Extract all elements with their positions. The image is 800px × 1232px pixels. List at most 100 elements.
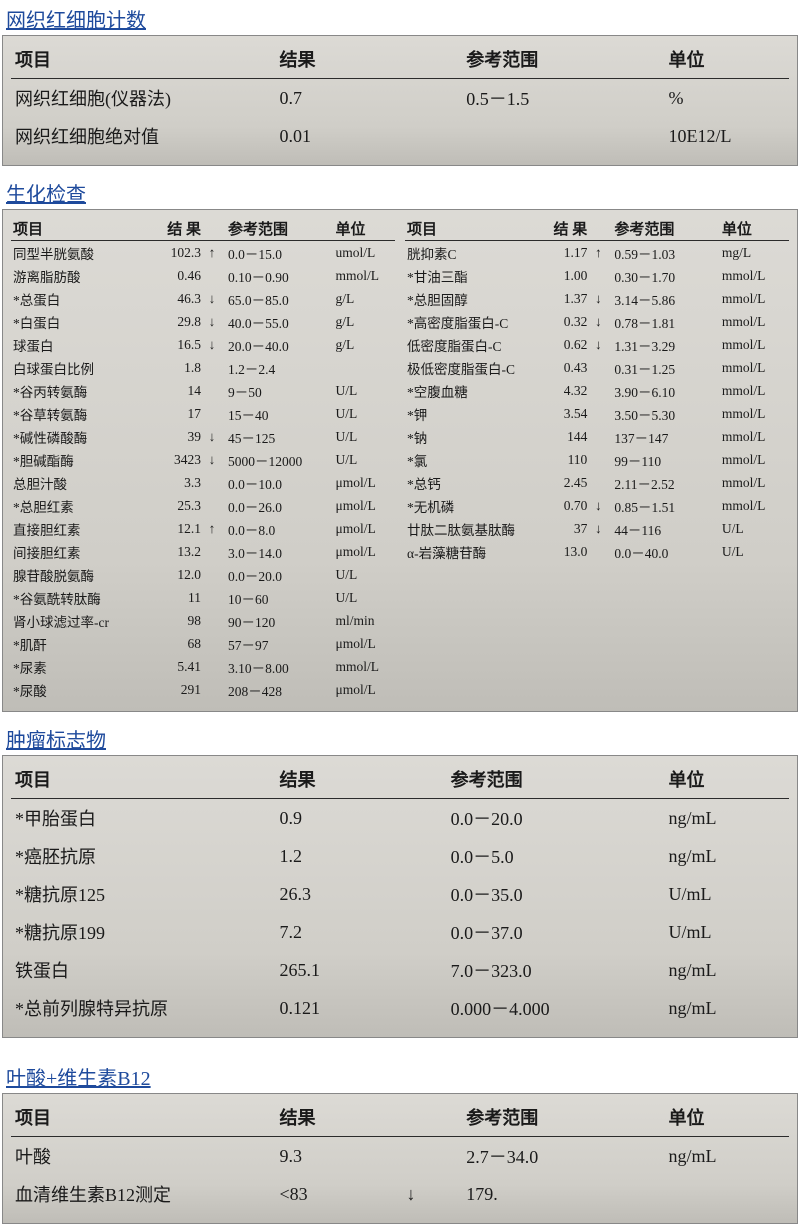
- cell-unit: U/L: [334, 379, 395, 402]
- cell-ref: 20.0－40.0: [226, 333, 334, 356]
- table-row: 间接胆红素13.23.0－14.0μmol/L: [11, 540, 395, 563]
- cell-ref: 0.0－8.0: [226, 517, 334, 540]
- table-biochem-right: 项目 结 果 参考范围 单位 胱抑素C1.17↑0.59－1.03mg/L*甘油…: [405, 216, 789, 563]
- cell-result: 0.43: [536, 356, 590, 379]
- table-row: *癌胚抗原1.20.0－5.0ng/mL: [11, 837, 789, 875]
- cell-ref: 0.85－1.51: [612, 494, 720, 517]
- cell-result: 14: [142, 379, 203, 402]
- table-retic: 项目 结果 参考范围 单位 网织红细胞(仪器法)0.70.5－1.5%网织红细胞…: [11, 42, 789, 155]
- cell-result: 110: [536, 448, 590, 471]
- cell-unit: mg/L: [720, 241, 789, 265]
- cell-item: *肌酐: [11, 632, 142, 655]
- cell-ref: 57－97: [226, 632, 334, 655]
- table-row: *糖抗原1997.20.0－37.0U/mL: [11, 913, 789, 951]
- cell-item: *高密度脂蛋白-C: [405, 310, 536, 333]
- cell-result: 12.0: [142, 563, 203, 586]
- cell-unit: mmol/L: [720, 356, 789, 379]
- cell-unit: U/L: [720, 540, 789, 563]
- cell-unit: g/L: [334, 333, 395, 356]
- cell-result: 2.45: [536, 471, 590, 494]
- table-tumor: 项目 结果 参考范围 单位 *甲胎蛋白0.90.0－20.0ng/mL*癌胚抗原…: [11, 762, 789, 1027]
- cell-ref: 3.50－5.30: [612, 402, 720, 425]
- section-title-tumor: 肿瘤标志物: [0, 720, 800, 755]
- cell-item: *癌胚抗原: [11, 837, 276, 875]
- cell-flag: ↑: [589, 241, 612, 265]
- table-row: 肾小球滤过率-cr9890－120ml/min: [11, 609, 395, 632]
- cell-flag: ↓: [589, 287, 612, 310]
- cell-result: 102.3: [142, 241, 203, 265]
- cell-ref: [462, 117, 664, 155]
- cell-result: 0.7: [276, 79, 416, 118]
- cell-ref: 65.0－85.0: [226, 287, 334, 310]
- table-row: 网织红细胞(仪器法)0.70.5－1.5%: [11, 79, 789, 118]
- cell-flag: ↑: [203, 517, 226, 540]
- cell-item: *总前列腺特异抗原: [11, 989, 276, 1027]
- cell-unit: 10E12/L: [665, 117, 790, 155]
- table-row: *总前列腺特异抗原0.1210.000－4.000ng/mL: [11, 989, 789, 1027]
- cell-unit: mmol/L: [720, 425, 789, 448]
- cell-unit: [665, 1175, 790, 1213]
- cell-item: 铁蛋白: [11, 951, 276, 989]
- cell-item: *谷丙转氨酶: [11, 379, 142, 402]
- cell-item: *甘油三酯: [405, 264, 536, 287]
- cell-result: 1.2: [276, 837, 400, 875]
- cell-ref: 3.0－14.0: [226, 540, 334, 563]
- cell-flag: [400, 989, 447, 1027]
- panel-retic: 项目 结果 参考范围 单位 网织红细胞(仪器法)0.70.5－1.5%网织红细胞…: [2, 35, 798, 166]
- table-row: 廿肽二肽氨基肽酶37↓44－116U/L: [405, 517, 789, 540]
- cell-ref: 99－110: [612, 448, 720, 471]
- cell-unit: mmol/L: [720, 264, 789, 287]
- table-row: *总胆固醇1.37↓3.14－5.86mmol/L: [405, 287, 789, 310]
- cell-flag: [203, 540, 226, 563]
- table-row: *氯11099－110mmol/L: [405, 448, 789, 471]
- cell-result: 13.2: [142, 540, 203, 563]
- cell-item: 廿肽二肽氨基肽酶: [405, 517, 536, 540]
- cell-ref: 208－428: [226, 678, 334, 701]
- section-title-retic: 网织红细胞计数: [0, 0, 800, 35]
- table-header-row: 项目 结 果 参考范围 单位: [405, 216, 789, 241]
- col-item: 项目: [405, 216, 536, 241]
- cell-flag: [400, 951, 447, 989]
- cell-unit: U/L: [334, 448, 395, 471]
- col-result: 结果: [276, 1100, 400, 1137]
- table-row: *高密度脂蛋白-C0.32↓0.78－1.81mmol/L: [405, 310, 789, 333]
- cell-result: <83: [276, 1175, 400, 1213]
- cell-item: *钾: [405, 402, 536, 425]
- cell-result: 37: [536, 517, 590, 540]
- table-row: α-岩藻糖苷酶13.00.0－40.0U/L: [405, 540, 789, 563]
- cell-flag: [203, 471, 226, 494]
- cell-result: 0.62: [536, 333, 590, 356]
- cell-flag: ↓: [589, 310, 612, 333]
- table-row: *总胆红素25.30.0－26.0μmol/L: [11, 494, 395, 517]
- cell-unit: g/L: [334, 310, 395, 333]
- cell-unit: ng/mL: [665, 951, 790, 989]
- cell-flag: [400, 837, 447, 875]
- cell-ref: 5000－12000: [226, 448, 334, 471]
- cell-item: 球蛋白: [11, 333, 142, 356]
- table-row: *谷草转氨酶1715－40U/L: [11, 402, 395, 425]
- cell-result: 39: [142, 425, 203, 448]
- table-row: 游离脂肪酸0.460.10－0.90mmol/L: [11, 264, 395, 287]
- cell-ref: 0.31－1.25: [612, 356, 720, 379]
- cell-item: *无机磷: [405, 494, 536, 517]
- table-row: *总蛋白46.3↓65.0－85.0g/L: [11, 287, 395, 310]
- cell-ref: 3.90－6.10: [612, 379, 720, 402]
- table-header-row: 项目 结果 参考范围 单位: [11, 762, 789, 799]
- cell-ref: 40.0－55.0: [226, 310, 334, 333]
- cell-ref: 3.10－8.00: [226, 655, 334, 678]
- cell-item: *总蛋白: [11, 287, 142, 310]
- cell-result: 144: [536, 425, 590, 448]
- col-result: 结果: [276, 762, 400, 799]
- col-result: 结果: [276, 42, 416, 79]
- table-row: *总钙2.452.11－2.52mmol/L: [405, 471, 789, 494]
- table-row: *胆碱酯酶3423↓5000－12000U/L: [11, 448, 395, 471]
- cell-unit: mmol/L: [720, 310, 789, 333]
- table-row: *谷丙转氨酶149－50U/L: [11, 379, 395, 402]
- cell-flag: [203, 402, 226, 425]
- cell-unit: mmol/L: [334, 264, 395, 287]
- cell-unit: g/L: [334, 287, 395, 310]
- cell-item: 极低密度脂蛋白-C: [405, 356, 536, 379]
- cell-flag: ↓: [203, 448, 226, 471]
- cell-flag: [203, 494, 226, 517]
- cell-unit: μmol/L: [334, 471, 395, 494]
